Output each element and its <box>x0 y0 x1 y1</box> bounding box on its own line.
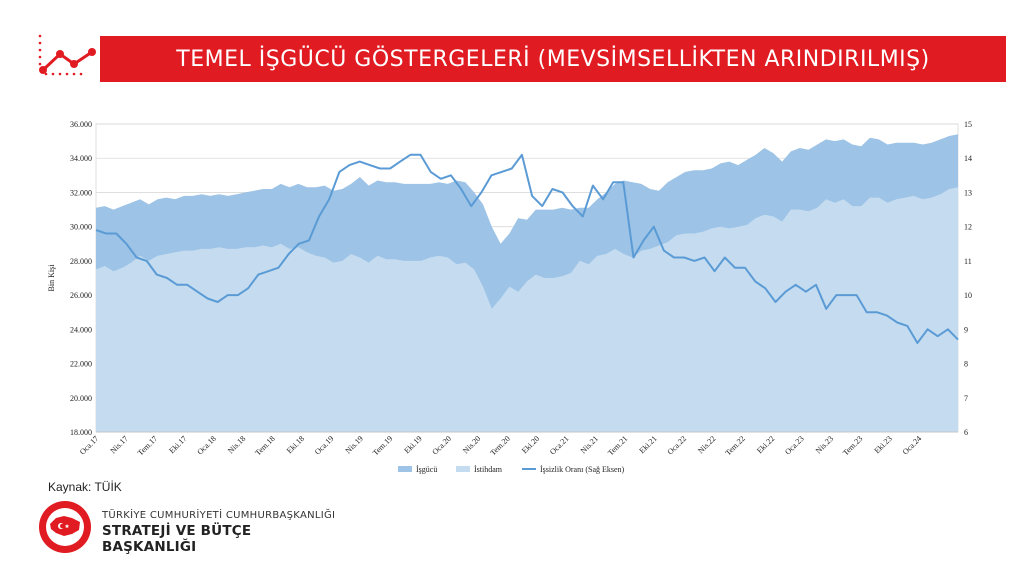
y-tick-label: 32.000 <box>70 188 92 197</box>
x-tick-label: Nis.19 <box>344 434 365 455</box>
legend-labor-force-label: İşgücü <box>416 465 437 474</box>
y2-tick-label: 6 <box>964 428 968 437</box>
legend-labor-force-swatch <box>398 466 412 472</box>
x-tick-label: Tem.17 <box>136 434 159 457</box>
source-text: Kaynak: TÜİK <box>48 480 122 494</box>
x-tick-label: Nis.23 <box>814 434 835 455</box>
legend-employment-swatch <box>456 466 470 472</box>
y2-tick-label: 13 <box>964 188 972 197</box>
x-tick-label: Oca.21 <box>548 434 571 457</box>
y-tick-label: 30.000 <box>70 223 92 232</box>
x-tick-label: Eki.20 <box>520 434 541 455</box>
x-tick-label: Eki.18 <box>285 434 306 455</box>
page-title: TEMEL İŞGÜCÜ GÖSTERGELERİ (MEVSİMSELLİKT… <box>176 46 930 72</box>
x-tick-label: Eki.22 <box>755 434 776 455</box>
y-tick-label: 20.000 <box>70 394 92 403</box>
seal-logo-icon <box>39 501 91 553</box>
legend-unemployment-label: İşsizlik Oranı (Sağ Eksen) <box>540 465 625 474</box>
x-tick-label: Nis.20 <box>461 434 482 455</box>
x-tick-label: Oca.20 <box>430 434 453 457</box>
y-tick-label: 24.000 <box>70 325 92 334</box>
y-tick-label: 22.000 <box>70 360 92 369</box>
org-line-2: STRATEJİ VE BÜTÇE BAŞKANLIĞI <box>102 523 252 555</box>
y-tick-label: 36.000 <box>70 120 92 129</box>
x-tick-label: Tem.18 <box>253 434 276 457</box>
organization-block: TÜRKİYE CUMHURİYETİ CUMHURBAŞKANLIĞI STR… <box>30 498 350 558</box>
series-unemployment-line <box>95 153 959 344</box>
x-tick-label: Nis.18 <box>226 434 247 455</box>
y-tick-label: 26.000 <box>70 291 92 300</box>
x-tick-label: Eki.23 <box>873 434 894 455</box>
y2-tick-label: 11 <box>964 257 972 266</box>
x-tick-label: Eki.17 <box>167 434 188 455</box>
org-line-1: TÜRKİYE CUMHURİYETİ CUMHURBAŞKANLIĞI <box>102 510 336 521</box>
series-employment-area <box>96 187 958 432</box>
x-tick-label: Tem.23 <box>841 434 864 457</box>
y2-tick-label: 10 <box>964 291 972 300</box>
labor-chart: 18.000 20.000 22.000 24.000 26.000 28.000 30.0… <box>47 120 972 474</box>
x-tick-label: Oca.18 <box>195 434 218 457</box>
x-tick-label: Nis.21 <box>579 434 600 455</box>
x-tick-label: Tem.19 <box>371 434 394 457</box>
x-tick-label: Eki.21 <box>637 434 658 455</box>
x-tick-label: Tem.21 <box>606 434 629 457</box>
y-tick-label: 28.000 <box>70 257 92 266</box>
y2-tick-label: 15 <box>964 120 972 129</box>
y2-tick-label: 7 <box>964 394 968 403</box>
y-axis-label: Bin Kişi <box>47 264 56 292</box>
x-tick-label: Oca.23 <box>783 434 806 457</box>
y-tick-label: 18.000 <box>70 428 92 437</box>
y2-tick-label: 14 <box>964 154 972 163</box>
y2-tick-label: 9 <box>964 325 968 334</box>
x-tick-label: Oca.19 <box>313 434 336 457</box>
x-tick-label: Oca.24 <box>901 434 924 457</box>
y-tick-label: 34.000 <box>70 154 92 163</box>
x-tick-label: Oca.22 <box>666 434 689 457</box>
x-tick-label: Tem.22 <box>724 434 747 457</box>
y2-tick-label: 8 <box>964 360 968 369</box>
legend-employment-label: İstihdam <box>474 465 503 474</box>
trend-logo-icon <box>38 34 96 76</box>
x-tick-label: Tem.20 <box>488 434 511 457</box>
title-bar: TEMEL İŞGÜCÜ GÖSTERGELERİ (MEVSİMSELLİKT… <box>100 36 1006 82</box>
x-tick-label: Eki.19 <box>402 434 423 455</box>
x-tick-label: Nis.17 <box>109 434 130 455</box>
x-tick-label: Oca.17 <box>78 434 101 457</box>
x-tick-label: Nis.22 <box>696 434 717 455</box>
y2-tick-label: 12 <box>964 223 972 232</box>
